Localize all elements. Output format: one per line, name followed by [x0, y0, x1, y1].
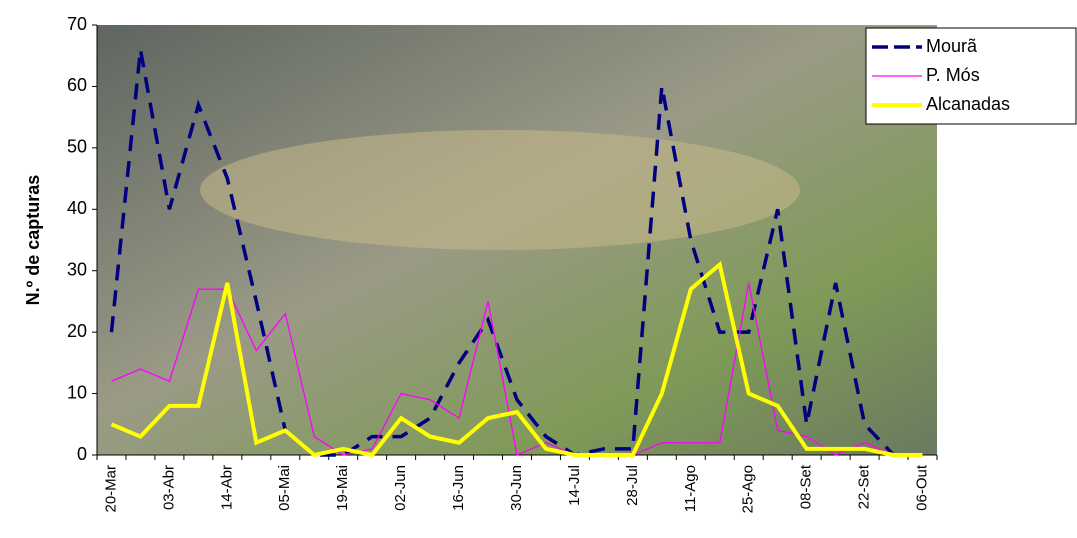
x-tick-label: 14-Jul — [566, 465, 583, 506]
x-tick-label: 19-Mai — [334, 465, 351, 511]
x-tick-label: 02-Jun — [392, 465, 409, 511]
x-tick-label: 20-Mar — [102, 465, 119, 513]
x-tick-label: 06-Out — [913, 464, 930, 511]
y-axis-title: N.º de capturas — [23, 175, 43, 306]
x-tick-label: 05-Mai — [276, 465, 293, 511]
x-tick-label: 30-Jun — [508, 465, 525, 511]
y-tick-label: 30 — [67, 259, 87, 279]
y-tick-label: 20 — [67, 321, 87, 341]
x-tick-label: 28-Jul — [624, 465, 641, 506]
x-tick-label: 14-Abr — [218, 465, 235, 510]
legend-label: Mourã — [926, 36, 978, 56]
legend-label: P. Mós — [926, 65, 980, 85]
x-tick-label: 16-Jun — [450, 465, 467, 511]
x-tick-label: 22-Set — [856, 464, 873, 509]
legend-label: Alcanadas — [926, 94, 1010, 114]
x-tick-label: 11-Ago — [682, 465, 699, 512]
y-tick-label: 40 — [67, 198, 87, 218]
x-tick-label: 25-Ago — [740, 465, 757, 513]
legend: Mourã P. Mós Alcanadas — [866, 28, 1076, 124]
y-tick-label: 10 — [67, 382, 87, 402]
y-tick-label: 0 — [77, 444, 87, 464]
chart: N.º de capturas Mourã P. Mós Alcanadas 0 10… — [0, 0, 1077, 538]
x-tick-label: 03-Abr — [160, 465, 177, 510]
x-tick-label: 08-Set — [798, 464, 815, 509]
y-tick-label: 60 — [67, 75, 87, 95]
y-tick-label: 50 — [67, 137, 87, 157]
background-photo — [200, 130, 800, 250]
y-tick-label: 70 — [67, 14, 87, 34]
